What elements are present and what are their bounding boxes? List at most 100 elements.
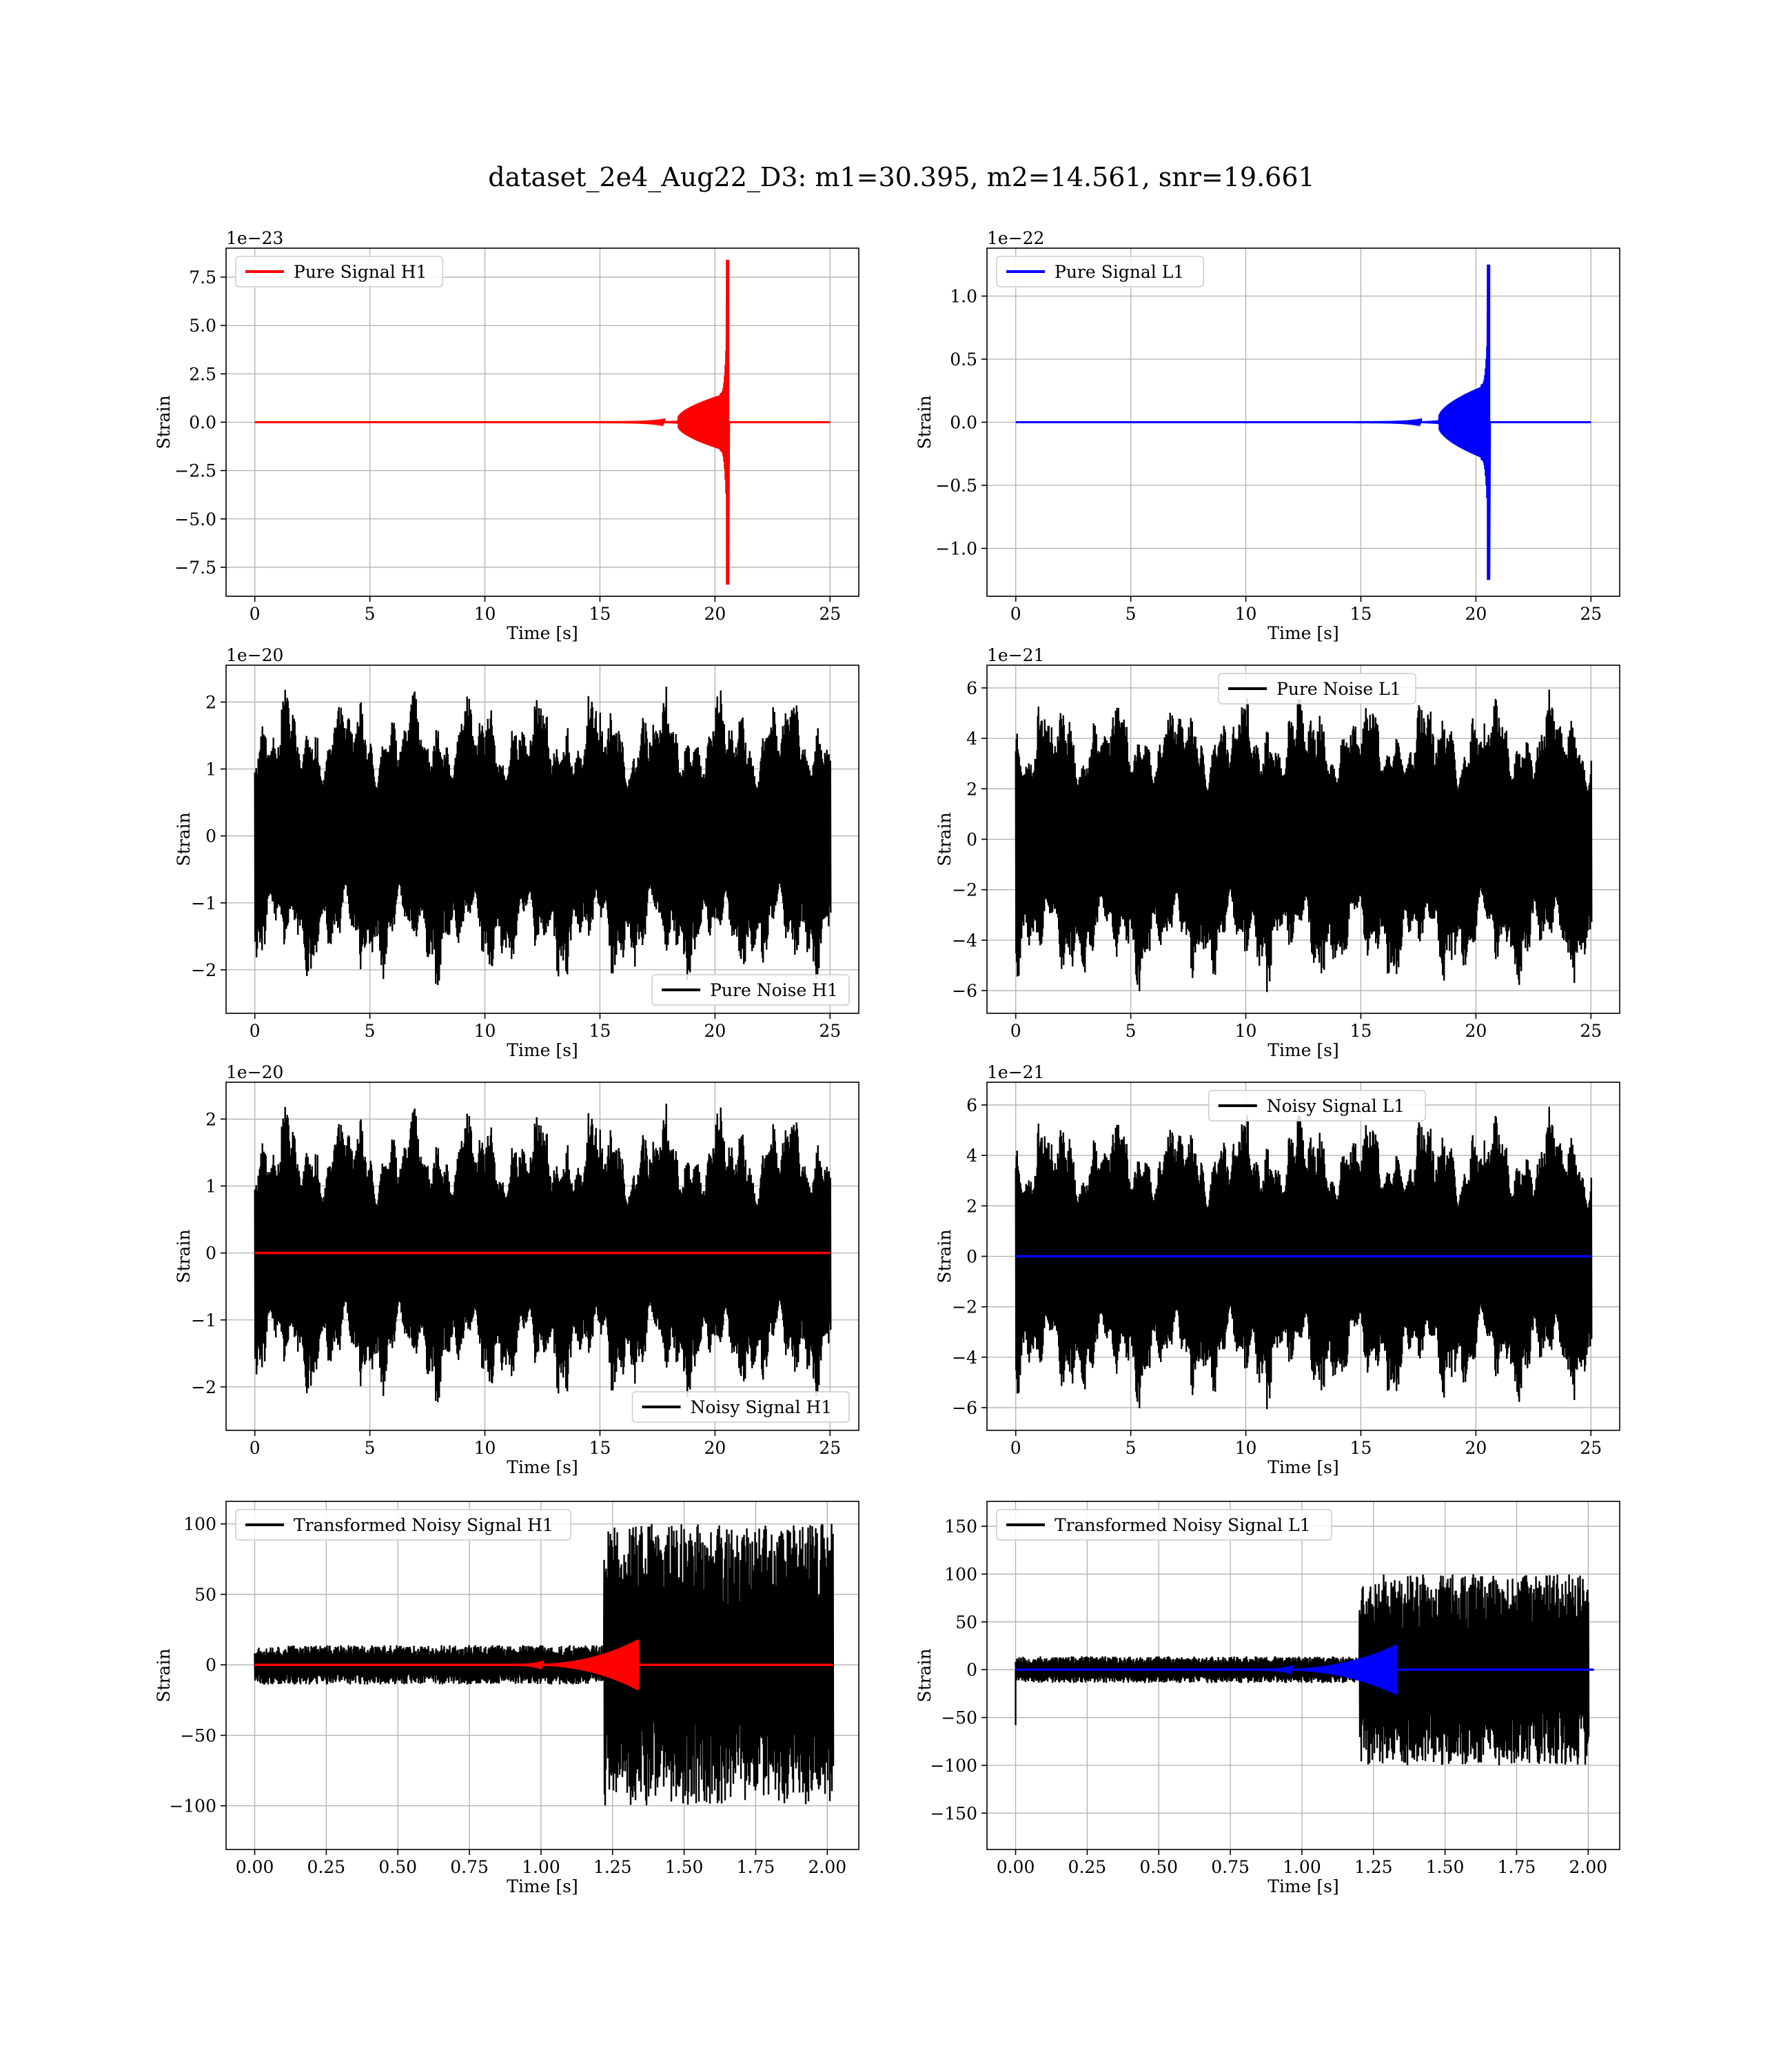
plot-area xyxy=(254,687,832,985)
y-tick-label: 2 xyxy=(966,779,977,799)
x-tick-label: 10 xyxy=(474,604,496,624)
legend: Transformed Noisy Signal H1 xyxy=(235,1509,571,1541)
figure-title: dataset_2e4_Aug22_D3: m1=30.395, m2=14.5… xyxy=(488,162,1314,193)
x-axis-label: Time [s] xyxy=(507,623,578,643)
y-tick-label: −6 xyxy=(952,1398,977,1418)
series-line xyxy=(254,259,831,585)
axes-frame xyxy=(225,1501,859,1850)
x-tick-label: 25 xyxy=(819,1438,841,1458)
x-axis-label: Time [s] xyxy=(507,1876,578,1896)
y-tick-label: −100 xyxy=(169,1796,216,1816)
y-axis-label: Strain xyxy=(154,395,174,449)
legend-label: Noisy Signal L1 xyxy=(1267,1096,1405,1116)
x-tick-label: 1.00 xyxy=(1283,1857,1321,1877)
y-tick-label: 7.5 xyxy=(189,267,216,287)
x-tick-label: 15 xyxy=(589,1021,611,1041)
x-tick-label: 15 xyxy=(1350,1021,1372,1041)
x-tick-label: 25 xyxy=(1580,604,1602,624)
y-tick-label: 100 xyxy=(183,1514,216,1534)
x-axis-label: Time [s] xyxy=(1267,1876,1338,1896)
x-axis-label: Time [s] xyxy=(507,1457,578,1477)
series-line xyxy=(254,687,832,985)
legend-label: Pure Signal L1 xyxy=(1055,262,1184,282)
y-tick-label: −2 xyxy=(952,1297,977,1317)
x-tick-label: 5 xyxy=(365,1021,376,1041)
x-tick-label: 5 xyxy=(365,1438,376,1458)
x-tick-label: 0.50 xyxy=(378,1857,417,1877)
panel-pure-noise-l1: 0 5 10 15 20 25 −6 −4 −2 0 2 4 6 Time [s] Strain 1e−21 P… xyxy=(935,645,1620,1060)
y-tick-label: −2 xyxy=(952,880,977,900)
legend-label: Noisy Signal H1 xyxy=(691,1397,833,1417)
x-tick-label: 0.75 xyxy=(1211,1857,1250,1877)
y-axis-label: Strain xyxy=(935,812,955,866)
y-axis-label: Strain xyxy=(915,1648,935,1702)
x-tick-label: 20 xyxy=(704,1438,726,1458)
x-tick-label: 10 xyxy=(474,1438,496,1458)
y-axis-label: Strain xyxy=(174,812,194,866)
y-tick-label: −4 xyxy=(952,931,977,951)
offset-text: 1e−23 xyxy=(226,228,283,248)
offset-text: 1e−21 xyxy=(987,1062,1044,1082)
legend-box xyxy=(235,1509,571,1541)
plot-area xyxy=(254,1104,832,1402)
legend-label: Pure Noise L1 xyxy=(1276,679,1401,699)
x-tick-label: 1.50 xyxy=(665,1857,704,1877)
offset-text: 1e−20 xyxy=(226,1062,283,1082)
x-tick-label: 1.75 xyxy=(737,1857,775,1877)
y-tick-label: −7.5 xyxy=(174,558,216,578)
x-tick-label: 1.25 xyxy=(1354,1857,1393,1877)
y-tick-label: 0.5 xyxy=(950,349,977,369)
x-tick-label: 0.00 xyxy=(236,1857,274,1877)
legend-label: Pure Noise H1 xyxy=(710,980,838,1000)
x-tick-label: 25 xyxy=(819,1021,841,1041)
offset-text: 1e−20 xyxy=(226,645,283,665)
series-line xyxy=(1015,264,1591,580)
x-tick-label: 0 xyxy=(250,1021,261,1041)
legend: Noisy Signal L1 xyxy=(1208,1090,1426,1122)
y-tick-label: 0.0 xyxy=(189,413,216,433)
x-axis-label: Time [s] xyxy=(507,1040,578,1060)
y-tick-label: −50 xyxy=(941,1708,977,1728)
legend-box xyxy=(996,1509,1332,1541)
y-tick-label: 1 xyxy=(205,760,216,780)
axes-frame xyxy=(225,665,859,1014)
axes-frame xyxy=(986,1501,1620,1850)
y-tick-label: 6 xyxy=(966,1095,977,1115)
axes-frame xyxy=(225,1082,859,1431)
x-tick-label: 0 xyxy=(250,1438,261,1458)
panel-pure-signal-h1: 0 5 10 15 20 25 −7.5 −5.0 −2.5 0.0 2.5 5.0 7.5 Time [… xyxy=(154,228,859,643)
x-tick-label: 5 xyxy=(365,604,376,624)
x-tick-label: 20 xyxy=(1465,604,1487,624)
panel-transformed-noisy-signal-l1: 0.00 0.25 0.50 0.75 1.00 1.25 1.50 1.75 2.00 −150… xyxy=(915,1501,1620,1896)
y-tick-label: 100 xyxy=(944,1564,977,1584)
legend: Transformed Noisy Signal L1 xyxy=(996,1509,1332,1541)
legend: Pure Noise H1 xyxy=(651,974,850,1006)
y-tick-label: 0 xyxy=(205,1655,216,1675)
panel-pure-signal-l1: 0 5 10 15 20 25 −1.0 −0.5 0.0 0.5 1.0 Time [s] Strai… xyxy=(915,228,1620,643)
x-tick-label: 10 xyxy=(1235,1021,1257,1041)
x-tick-label: 0.50 xyxy=(1139,1857,1178,1877)
y-tick-label: 0.0 xyxy=(950,413,977,433)
offset-text: 1e−22 xyxy=(987,228,1044,248)
y-tick-label: 150 xyxy=(944,1517,977,1537)
x-tick-label: 10 xyxy=(1235,604,1257,624)
legend-box xyxy=(235,256,443,287)
y-tick-label: 2.5 xyxy=(189,364,216,384)
y-tick-label: 6 xyxy=(966,678,977,698)
x-axis-label: Time [s] xyxy=(1267,1040,1338,1060)
x-tick-label: 25 xyxy=(1580,1021,1602,1041)
legend: Noisy Signal H1 xyxy=(631,1391,850,1423)
x-tick-label: 1.75 xyxy=(1498,1857,1536,1877)
y-tick-label: −50 xyxy=(180,1725,216,1745)
y-tick-label: 1 xyxy=(205,1177,216,1197)
legend-box xyxy=(1208,1090,1426,1122)
x-tick-label: 10 xyxy=(1235,1438,1257,1458)
y-tick-label: 2 xyxy=(966,1196,977,1216)
y-tick-label: −4 xyxy=(952,1348,977,1368)
panel-transformed-noisy-signal-h1: 0.00 0.25 0.50 0.75 1.00 1.25 1.50 1.75 2.00 −100… xyxy=(154,1501,859,1896)
y-tick-label: 0 xyxy=(966,830,977,850)
panel-noisy-signal-l1: 0 5 10 15 20 25 −6 −4 −2 0 2 4 6 Time [s] Strain 1e−21 N… xyxy=(935,1062,1620,1477)
legend-box xyxy=(651,974,850,1006)
x-tick-label: 5 xyxy=(1126,1438,1137,1458)
